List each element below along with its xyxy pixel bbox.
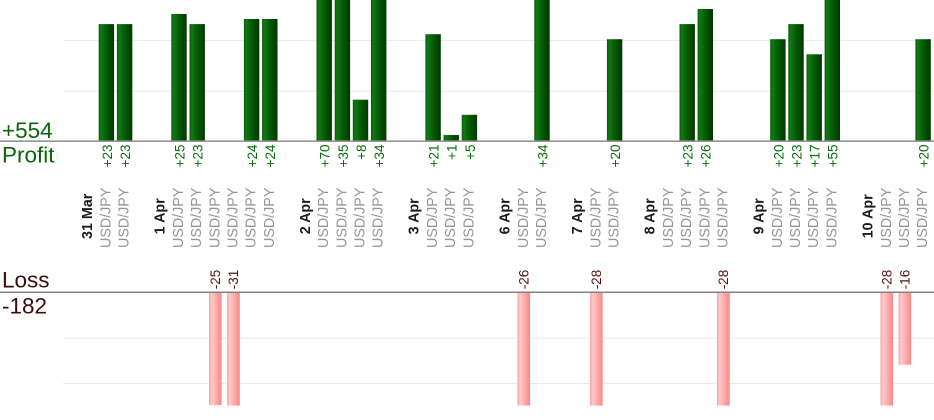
svg-text:USD/JPY: USD/JPY <box>679 187 695 248</box>
svg-text:USD/JPY: USD/JPY <box>334 187 350 248</box>
svg-text:USD/JPY: USD/JPY <box>770 187 786 248</box>
svg-text:9 Apr: 9 Apr <box>752 198 768 234</box>
svg-text:USD/JPY: USD/JPY <box>806 187 822 248</box>
svg-text:8 Apr: 8 Apr <box>643 198 659 234</box>
svg-text:Profit: Profit <box>2 143 55 168</box>
svg-text:6 Apr: 6 Apr <box>498 198 514 234</box>
svg-text:-28: -28 <box>879 270 894 290</box>
svg-text:+1: +1 <box>445 145 460 160</box>
svg-text:-26: -26 <box>516 270 531 290</box>
svg-text:USD/JPY: USD/JPY <box>316 187 332 248</box>
svg-text:-16: -16 <box>897 270 912 290</box>
svg-text:+34: +34 <box>372 144 387 167</box>
svg-text:-31: -31 <box>226 270 241 290</box>
svg-text:USD/JPY: USD/JPY <box>244 187 260 248</box>
svg-text:USD/JPY: USD/JPY <box>425 187 441 248</box>
svg-text:+8: +8 <box>354 145 369 160</box>
svg-text:2 Apr: 2 Apr <box>298 198 314 234</box>
svg-text:-28: -28 <box>589 270 604 290</box>
svg-text:USD/JPY: USD/JPY <box>226 187 242 248</box>
svg-text:+23: +23 <box>100 145 115 168</box>
svg-text:-25: -25 <box>208 270 223 290</box>
svg-text:10 Apr: 10 Apr <box>860 194 876 238</box>
svg-text:USD/JPY: USD/JPY <box>715 187 731 248</box>
svg-text:+23: +23 <box>118 145 133 168</box>
svg-text:1 Apr: 1 Apr <box>153 198 169 234</box>
svg-text:USD/JPY: USD/JPY <box>262 187 278 248</box>
svg-text:+5: +5 <box>463 145 478 160</box>
svg-text:USD/JPY: USD/JPY <box>788 187 804 248</box>
svg-text:-28: -28 <box>716 270 731 290</box>
svg-text:USD/JPY: USD/JPY <box>461 187 477 248</box>
svg-text:USD/JPY: USD/JPY <box>353 187 369 248</box>
svg-text:USD/JPY: USD/JPY <box>661 187 677 248</box>
svg-text:31 Mar: 31 Mar <box>80 193 96 239</box>
svg-text:USD/JPY: USD/JPY <box>824 187 840 248</box>
svg-text:USD/JPY: USD/JPY <box>879 187 895 248</box>
svg-text:+20: +20 <box>771 145 786 168</box>
svg-text:+24: +24 <box>263 144 278 167</box>
svg-text:7 Apr: 7 Apr <box>570 198 586 234</box>
svg-text:USD/JPY: USD/JPY <box>117 187 133 248</box>
svg-text:Loss: Loss <box>2 268 50 293</box>
svg-text:USD/JPY: USD/JPY <box>171 187 187 248</box>
svg-text:-182: -182 <box>2 294 47 319</box>
svg-text:+55: +55 <box>826 145 841 168</box>
svg-text:+17: +17 <box>808 145 823 168</box>
svg-text:+23: +23 <box>191 145 206 168</box>
svg-text:+23: +23 <box>681 145 696 168</box>
svg-text:USD/JPY: USD/JPY <box>371 187 387 248</box>
svg-text:+20: +20 <box>917 145 932 168</box>
svg-text:+23: +23 <box>789 145 804 168</box>
svg-text:+25: +25 <box>172 145 187 168</box>
svg-text:USD/JPY: USD/JPY <box>443 187 459 248</box>
svg-text:USD/JPY: USD/JPY <box>534 187 550 248</box>
svg-text:+26: +26 <box>699 145 714 168</box>
svg-text:USD/JPY: USD/JPY <box>897 187 913 248</box>
svg-text:+70: +70 <box>318 145 333 168</box>
svg-text:USD/JPY: USD/JPY <box>588 187 604 248</box>
svg-text:+554: +554 <box>2 118 53 143</box>
svg-text:+21: +21 <box>427 145 442 168</box>
svg-text:USD/JPY: USD/JPY <box>189 187 205 248</box>
svg-text:+24: +24 <box>245 144 260 167</box>
svg-text:+20: +20 <box>608 145 623 168</box>
svg-text:USD/JPY: USD/JPY <box>98 187 114 248</box>
svg-text:USD/JPY: USD/JPY <box>607 187 623 248</box>
svg-text:USD/JPY: USD/JPY <box>516 187 532 248</box>
svg-text:+35: +35 <box>336 145 351 168</box>
svg-text:USD/JPY: USD/JPY <box>697 187 713 248</box>
svg-text:USD/JPY: USD/JPY <box>915 187 931 248</box>
svg-text:3 Apr: 3 Apr <box>407 198 423 234</box>
svg-text:+34: +34 <box>535 144 550 167</box>
svg-text:USD/JPY: USD/JPY <box>207 187 223 248</box>
